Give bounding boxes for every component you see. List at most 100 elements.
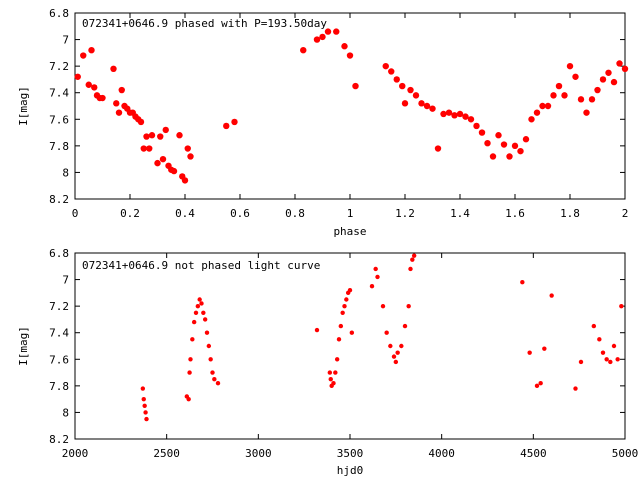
data-point <box>188 357 193 362</box>
data-point <box>451 112 458 119</box>
data-point <box>599 76 607 83</box>
data-point <box>340 310 345 315</box>
data-point <box>588 96 596 103</box>
data-point <box>495 132 502 139</box>
data-point <box>583 109 590 116</box>
x-tick-label: 1.4 <box>450 207 470 220</box>
y-tick-label: 6.8 <box>49 7 69 20</box>
data-point <box>336 337 342 342</box>
data-point <box>327 370 333 375</box>
x-tick-label: 0.8 <box>285 207 305 220</box>
data-point <box>74 73 81 80</box>
x-tick-label: 2 <box>622 207 629 220</box>
y-axis-label: I[mag] <box>17 326 30 366</box>
y-tick-label: 8.2 <box>49 433 69 446</box>
data-point <box>154 159 161 167</box>
data-point <box>118 86 125 94</box>
y-tick-label: 7.8 <box>49 140 69 153</box>
data-point <box>610 78 618 86</box>
y-tick-label: 7.2 <box>49 60 69 73</box>
data-point <box>391 354 397 359</box>
data-point <box>187 370 192 375</box>
x-tick-label: 0 <box>72 207 79 220</box>
data-point <box>212 377 217 382</box>
x-tick-label: 0.4 <box>175 207 195 220</box>
data-point <box>146 145 153 152</box>
data-point <box>538 381 543 386</box>
data-point <box>550 92 557 99</box>
data-point <box>544 102 552 110</box>
data-point <box>334 357 340 362</box>
data-point <box>187 153 194 160</box>
data-points <box>140 253 624 422</box>
data-point <box>342 303 347 309</box>
data-point <box>456 110 464 118</box>
data-point <box>197 297 202 302</box>
x-tick-label: 1.8 <box>560 207 580 220</box>
data-point <box>527 350 532 355</box>
data-point <box>141 396 146 402</box>
data-point <box>440 110 447 118</box>
data-point <box>191 319 197 325</box>
x-tick-label: 3500 <box>337 447 364 460</box>
data-point <box>91 84 98 91</box>
data-point <box>199 301 204 306</box>
data-point <box>388 68 395 75</box>
data-point <box>597 337 602 342</box>
data-point <box>577 96 585 103</box>
data-point <box>591 323 597 329</box>
data-point <box>445 109 453 116</box>
data-point <box>208 357 213 362</box>
data-point <box>80 52 87 59</box>
data-point <box>170 167 178 175</box>
data-point <box>388 343 393 349</box>
data-point <box>341 43 348 50</box>
data-point <box>195 303 201 309</box>
data-point <box>157 133 164 140</box>
data-point <box>619 303 624 309</box>
data-point <box>176 132 183 139</box>
y-ticks: 6.8 7 7.2 7.4 7.6 7.8 8 8.2 <box>49 247 625 446</box>
data-point <box>522 136 530 143</box>
y-tick-label: 7.4 <box>49 327 69 340</box>
data-point <box>411 253 417 258</box>
data-point <box>202 317 208 322</box>
data-point <box>407 86 414 94</box>
data-point <box>533 109 541 116</box>
y-axis-label: I[mag] <box>17 86 30 126</box>
data-point <box>384 330 389 335</box>
data-point <box>611 343 617 349</box>
data-point <box>566 62 574 70</box>
y-tick-label: 8 <box>62 166 69 179</box>
data-point <box>347 288 353 293</box>
data-point <box>206 343 212 349</box>
data-point <box>604 357 609 362</box>
data-point <box>331 381 336 386</box>
data-point <box>231 118 238 126</box>
phased-light-curve-chart: 072341+0646.9 phased with P=193.50day ph… <box>17 7 628 238</box>
data-point <box>162 126 169 134</box>
data-point <box>616 60 623 67</box>
data-point <box>429 105 436 112</box>
data-point <box>333 28 340 35</box>
data-point <box>375 274 380 280</box>
data-point <box>578 359 584 365</box>
x-axis-label: phase <box>333 225 366 238</box>
y-tick-label: 7.6 <box>49 113 69 126</box>
y-tick-label: 7.6 <box>49 353 69 366</box>
data-point <box>517 147 524 155</box>
data-point <box>159 155 167 163</box>
data-point <box>467 116 475 123</box>
data-point <box>314 327 320 333</box>
data-point <box>539 102 546 110</box>
data-point <box>608 359 613 365</box>
data-point <box>186 396 191 402</box>
y-tick-label: 7.2 <box>49 300 69 313</box>
data-point <box>489 153 497 160</box>
data-point <box>399 343 404 349</box>
data-point <box>500 141 508 148</box>
data-point <box>478 129 486 136</box>
x-tick-label: 2000 <box>62 447 89 460</box>
y-tick-label: 8.2 <box>49 193 69 206</box>
data-point <box>113 100 120 107</box>
